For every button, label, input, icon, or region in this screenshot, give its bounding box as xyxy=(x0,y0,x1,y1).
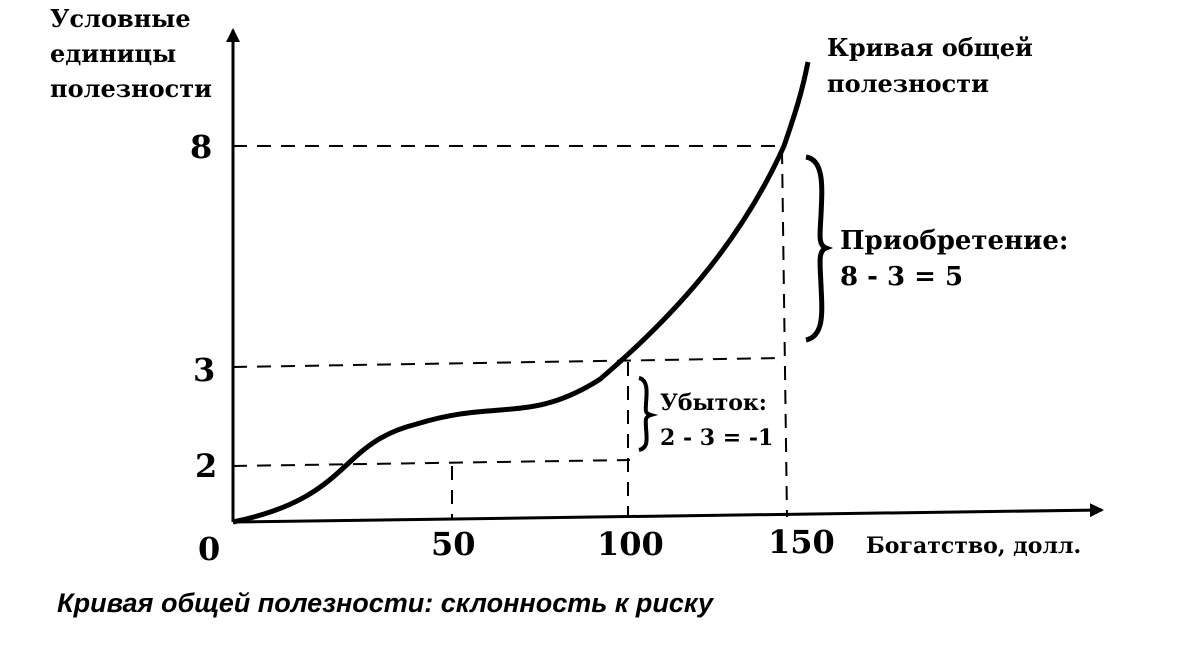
guide-lines xyxy=(232,145,788,520)
origin-label: 0 xyxy=(198,530,220,568)
gain-formula: 8 - 3 = 5 xyxy=(840,262,963,292)
gain-brace xyxy=(805,154,834,343)
guide-h-3 xyxy=(232,357,783,368)
svg-text:Кривая общей полезности: Кривая общей полезности xyxy=(827,33,1041,98)
chart-title: Кривая общей полезности: склонность к ри… xyxy=(57,588,715,618)
x-axis xyxy=(232,503,1104,524)
x-tick-150: 150 xyxy=(768,523,835,561)
gain-label: Приобретение: xyxy=(840,226,1069,256)
svg-text:Убыток: 2 - 3 = -1: Убыток: 2 - 3 = -1 xyxy=(660,390,775,451)
svg-text:Приобретение: 8 - 3 = 5: Приобретение: 8 - 3 = 5 xyxy=(840,226,1078,292)
y-tick-8: 8 xyxy=(190,128,212,166)
ylabel-line-1: Условные xyxy=(50,4,191,33)
loss-label: Убыток: xyxy=(660,390,767,416)
utility-curve xyxy=(232,61,811,525)
ylabel-line-3: полезности xyxy=(50,74,212,103)
series-label-line-2: полезности xyxy=(827,69,989,98)
ylabel-line-2: единицы xyxy=(50,39,176,68)
x-tick-50: 50 xyxy=(431,525,476,563)
series-label-line-1: Кривая общей xyxy=(827,33,1033,62)
svg-text:Условные единицы полез: Условные единицы полезности xyxy=(50,4,212,103)
guide-v-150 xyxy=(781,149,788,518)
x-tick-100: 100 xyxy=(597,525,664,563)
xlabel: Богатство, долл. xyxy=(866,533,1081,559)
loss-brace xyxy=(638,376,659,452)
y-tick-2: 2 xyxy=(195,447,217,485)
guide-h-2 xyxy=(232,459,631,467)
loss-formula: 2 - 3 = -1 xyxy=(660,425,773,451)
y-tick-3: 3 xyxy=(193,351,215,389)
